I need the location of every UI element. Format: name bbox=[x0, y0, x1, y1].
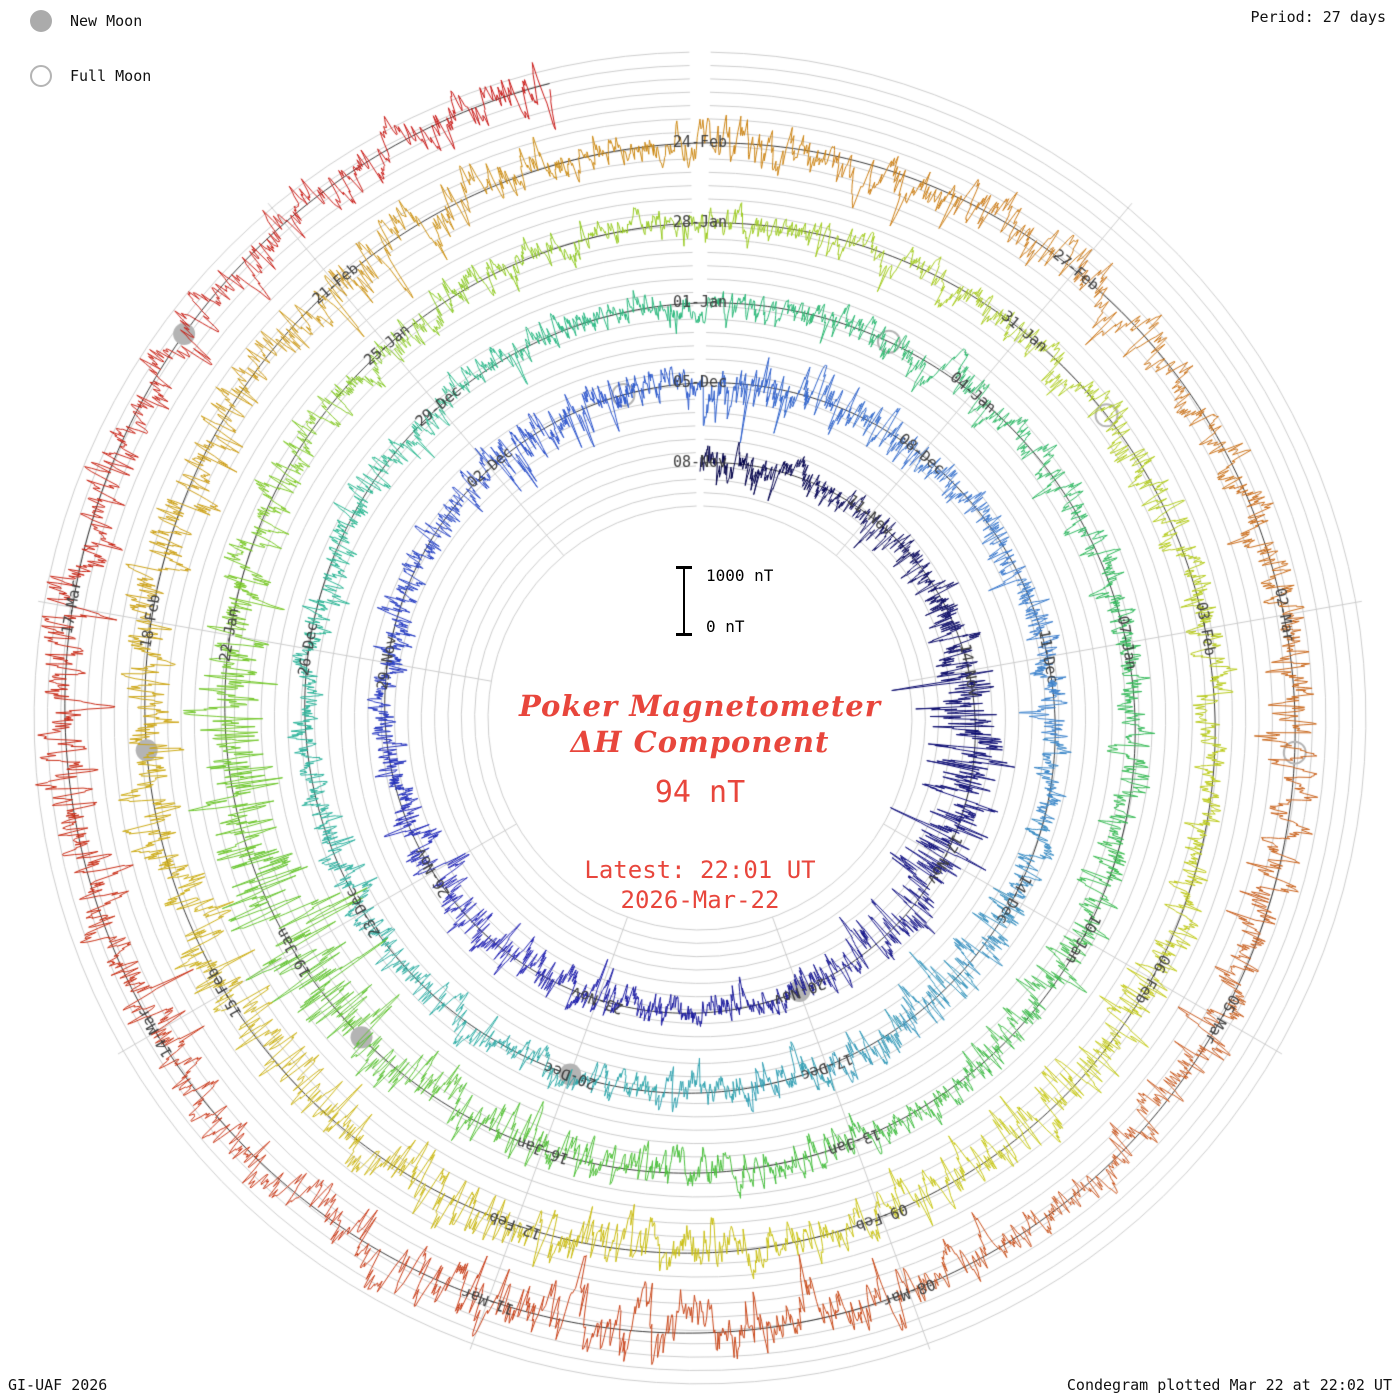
full-moon-label: Full Moon bbox=[70, 67, 152, 85]
latest-date-label: 2026-Mar-22 bbox=[620, 885, 780, 914]
center-annotation: Poker Magnetometer ΔH Component 94 nT La… bbox=[0, 688, 1400, 914]
current-value: 94 nT bbox=[654, 774, 746, 810]
latest-time-label: Latest: 22:01 UT bbox=[584, 855, 816, 884]
scale-bar-top-cap bbox=[676, 566, 692, 569]
scale-bar-labels: 1000 nT 0 nT bbox=[706, 566, 773, 636]
period-label: Period: 27 days bbox=[1250, 8, 1386, 26]
full-moon-icon bbox=[30, 65, 52, 87]
new-moon-icon bbox=[30, 10, 52, 32]
new-moon-label: New Moon bbox=[70, 12, 143, 30]
scale-bar-bottom-cap bbox=[676, 633, 692, 636]
scale-bottom-label: 0 nT bbox=[706, 617, 745, 636]
credit-label: GI-UAF 2026 bbox=[8, 1376, 108, 1394]
plotted-timestamp-label: Condegram plotted Mar 22 at 22:02 UT bbox=[1066, 1376, 1392, 1394]
scale-bar-stem bbox=[683, 569, 685, 633]
chart-title-line1: Poker Magnetometer bbox=[519, 689, 881, 723]
scale-bar-ibeam bbox=[676, 566, 692, 636]
scale-top-label: 1000 nT bbox=[706, 566, 774, 585]
moon-legend: New Moon Full Moon bbox=[30, 10, 151, 120]
scale-bar: 1000 nT 0 nT bbox=[676, 566, 773, 636]
chart-title-line2: ΔH Component bbox=[570, 725, 830, 760]
full-moon-legend-row: Full Moon bbox=[30, 65, 151, 87]
new-moon-legend-row: New Moon bbox=[30, 10, 151, 32]
